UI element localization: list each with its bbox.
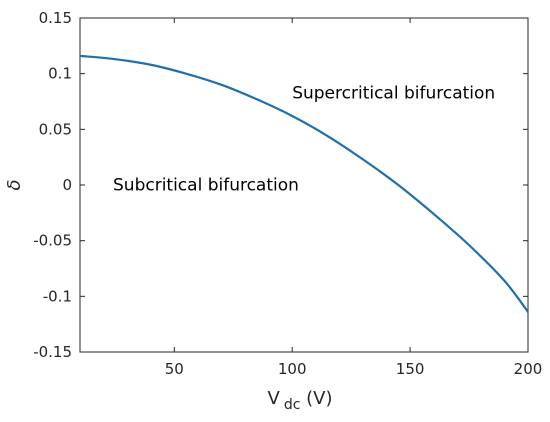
y-tick-label: -0.1 (43, 287, 72, 305)
x-tick-label: 50 (165, 360, 184, 378)
y-tick-label: 0 (62, 176, 72, 194)
ticks (80, 17, 529, 353)
y-axis-title: δ (4, 179, 25, 190)
x-tick-label: 150 (396, 360, 425, 378)
x-tick-label: 100 (278, 360, 307, 378)
marks (79, 54, 529, 313)
x-axis-title-main: V (267, 388, 280, 409)
y-tick-label: -0.05 (33, 232, 72, 250)
labels: 0.15 0.1 0.05 0 -0.05 -0.1 -0.15 50 100 150 200 Sup… (33, 9, 542, 378)
x-axis-title-sub: dc (284, 397, 301, 413)
x-tick-label: 200 (514, 360, 543, 378)
y-tick-label: 0.15 (39, 9, 72, 27)
series-line (79, 54, 529, 313)
annotation-supercritical: Supercritical bifurcation (292, 84, 495, 104)
y-tick-label: 0.05 (39, 120, 72, 138)
annotation-subcritical: Subcritical bifurcation (113, 175, 299, 195)
x-axis-title-unit: (V) (300, 388, 332, 409)
y-tick-label: 0.1 (48, 65, 72, 83)
y-tick-label: -0.15 (33, 343, 72, 361)
plot-area (79, 17, 529, 353)
